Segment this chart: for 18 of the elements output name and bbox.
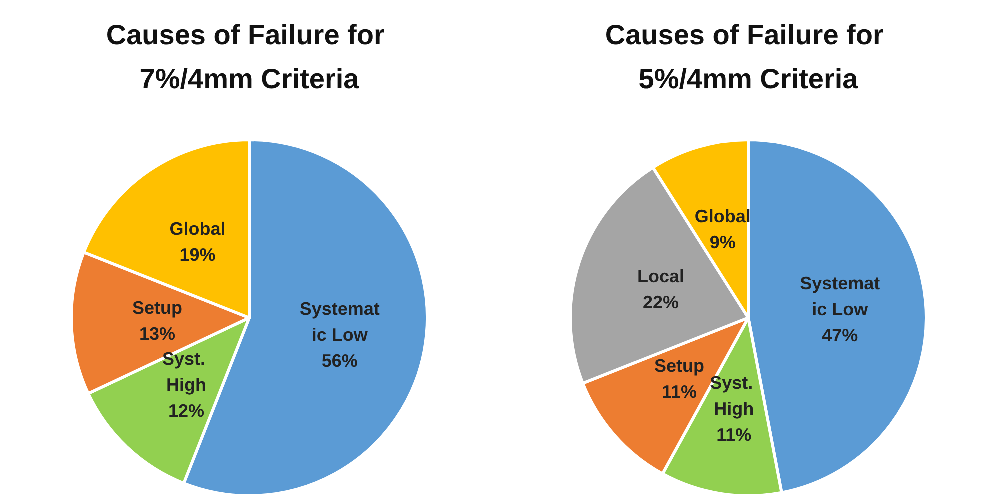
data-label: 9%	[710, 232, 736, 253]
slice-label: Systematic Low	[300, 299, 380, 346]
data-label: 12%	[168, 401, 205, 422]
chart-title: Causes of Failure for 5%/4mm Criteria	[605, 20, 892, 94]
data-label: 11%	[716, 424, 752, 445]
slice-label: Local	[637, 266, 685, 287]
data-label: 56%	[322, 351, 358, 372]
slice-label: Systematic Low	[800, 273, 880, 320]
slice-label: Setup	[132, 298, 183, 318]
data-label: 11%	[662, 382, 698, 402]
slice-label: Global	[170, 218, 226, 239]
data-label: 22%	[642, 292, 680, 313]
slice-label: Setup	[654, 356, 704, 376]
data-label: 47%	[822, 325, 858, 346]
chart-title: Causes of Failure for 7%/4mm Criteria	[106, 20, 393, 94]
slice-label: Syst. High	[162, 349, 211, 396]
data-label: 13%	[140, 324, 176, 344]
data-label: 19%	[180, 244, 216, 265]
